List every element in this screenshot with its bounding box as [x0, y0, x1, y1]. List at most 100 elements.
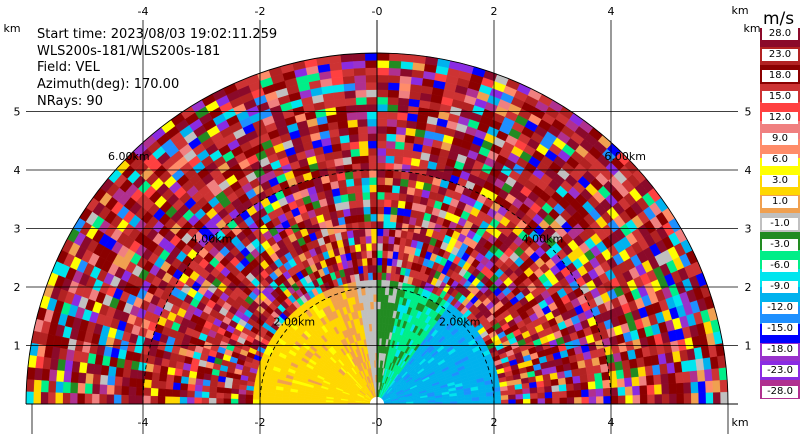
velocity-cell — [354, 192, 363, 201]
velocity-cell — [668, 382, 677, 395]
velocity-cell — [366, 103, 378, 112]
velocity-cell — [365, 89, 378, 98]
velocity-cell — [566, 389, 575, 398]
velocity-cell — [376, 162, 386, 171]
velocity-cell — [55, 370, 65, 383]
velocity-cell — [376, 177, 386, 186]
velocity-cell — [245, 394, 254, 400]
velocity-cell — [223, 393, 232, 400]
velocity-cell — [106, 375, 116, 386]
velocity-cell — [120, 385, 130, 396]
velocity-cell — [352, 52, 366, 62]
velocity-cell — [373, 323, 378, 332]
velocity-cell — [362, 199, 371, 208]
velocity-cell — [357, 133, 369, 142]
velocity-cell — [354, 82, 367, 91]
info-field: Field: VEL — [37, 60, 100, 75]
velocity-cell — [396, 207, 405, 216]
velocity-cell — [41, 368, 50, 382]
velocity-cell — [659, 363, 669, 375]
y-tick-label-right: 2 — [745, 281, 752, 294]
velocity-cell — [150, 395, 159, 404]
velocity-cell — [651, 364, 661, 376]
x-tick-label-top: 2 — [491, 5, 498, 18]
velocity-cell — [522, 387, 531, 395]
range-ring-label: 2.00km — [273, 315, 315, 328]
velocity-cell — [344, 97, 357, 107]
velocity-cell — [385, 272, 392, 281]
velocity-cell — [368, 286, 374, 295]
velocity-cell — [366, 118, 378, 127]
velocity-cell — [352, 170, 362, 179]
velocity-cell — [47, 392, 56, 404]
velocity-cell — [158, 373, 168, 383]
velocity-cell — [92, 373, 101, 385]
velocity-cell — [368, 169, 378, 178]
velocity-cell — [690, 392, 700, 404]
velocity-cell — [376, 213, 384, 222]
velocity-cell — [338, 127, 349, 137]
velocity-cell — [85, 363, 95, 375]
velocity-cell — [33, 379, 42, 393]
velocity-cell — [367, 147, 378, 156]
velocity-cell — [238, 384, 247, 391]
velocity-cell — [493, 395, 502, 401]
colorbar-label: -1.0 — [762, 217, 798, 230]
velocity-cell — [106, 394, 115, 404]
velocity-cell — [572, 375, 581, 384]
velocity-cell — [208, 392, 217, 399]
velocity-cell — [363, 213, 371, 222]
velocity-cell — [173, 375, 182, 384]
velocity-cell — [98, 394, 107, 404]
velocity-cell — [194, 390, 203, 399]
velocity-cell — [689, 370, 699, 383]
velocity-cell — [343, 163, 353, 173]
velocity-cell — [209, 380, 218, 388]
velocity-cell — [372, 272, 378, 281]
y-tick-label-right: 1 — [745, 340, 752, 353]
velocity-cell — [390, 199, 399, 208]
velocity-cell — [390, 265, 397, 274]
velocity-cell — [565, 376, 574, 385]
velocity-cell — [508, 394, 517, 400]
velocity-cell — [383, 206, 392, 215]
velocity-cell — [376, 301, 381, 310]
velocity-cell — [386, 104, 399, 113]
velocity-cell — [350, 155, 361, 165]
velocity-cell — [340, 60, 354, 70]
velocity-cell — [114, 376, 123, 387]
velocity-cell — [632, 385, 641, 396]
velocity-cell — [208, 386, 218, 394]
velocity-cell — [365, 242, 372, 252]
velocity-cell — [697, 380, 707, 394]
velocity-cell — [373, 316, 378, 324]
velocity-cell — [586, 373, 596, 383]
velocity-cell — [341, 149, 352, 159]
velocity-cell — [376, 140, 387, 149]
velocity-cell — [336, 112, 348, 122]
velocity-cell — [267, 396, 276, 401]
velocity-cell — [367, 140, 378, 149]
velocity-cell — [368, 177, 378, 186]
velocity-cell — [128, 377, 138, 388]
velocity-cell — [698, 392, 707, 404]
velocity-cell — [348, 133, 359, 143]
velocity-cell — [186, 390, 195, 398]
velocity-cell — [683, 392, 692, 404]
velocity-cell — [624, 376, 633, 387]
velocity-cell — [201, 385, 210, 393]
velocity-cell — [252, 390, 261, 397]
velocity-cell — [237, 398, 246, 404]
velocity-cell — [386, 257, 393, 267]
velocity-cell — [359, 235, 367, 245]
velocity-cell — [379, 308, 384, 317]
velocity-cell — [106, 384, 115, 396]
velocity-cell — [402, 215, 411, 225]
velocity-cell — [181, 369, 191, 378]
velocity-cell — [711, 367, 721, 381]
velocity-cell — [638, 375, 648, 386]
velocity-cell — [654, 393, 663, 404]
velocity-cell — [338, 186, 348, 196]
velocity-cell — [376, 155, 386, 164]
